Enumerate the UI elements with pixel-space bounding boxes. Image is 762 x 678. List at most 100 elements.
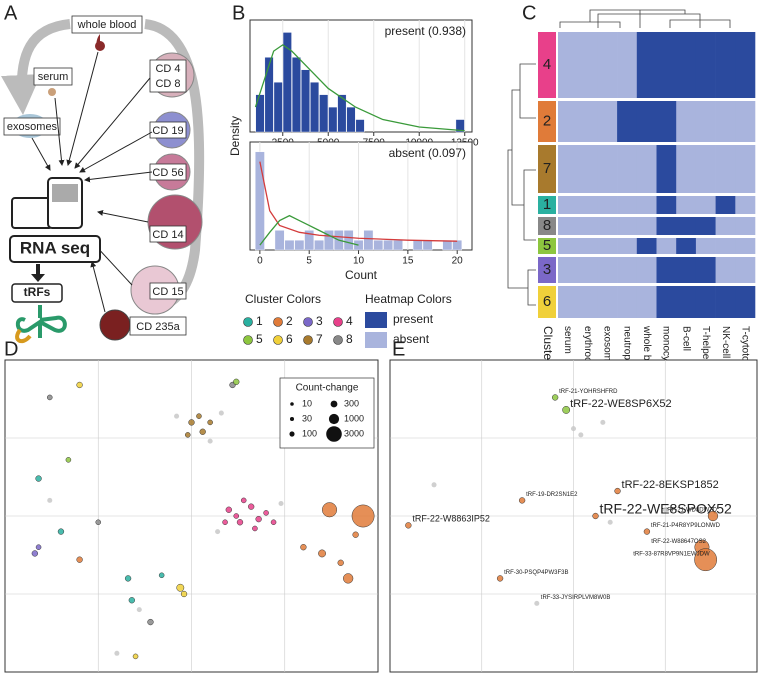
heatmap-cell xyxy=(577,217,598,235)
point-label: tRF-30-PSQP4PW3F3B xyxy=(504,570,568,576)
column-label: T-cytotoxic xyxy=(740,326,751,374)
node-label: CD 19 xyxy=(152,125,183,137)
point xyxy=(405,522,412,529)
point xyxy=(337,559,344,566)
heatmap-cell xyxy=(715,238,736,254)
heatmap-cell xyxy=(695,217,716,235)
node-label: CD 14 xyxy=(152,229,183,241)
heatmap-cell xyxy=(636,32,657,98)
column-label: NK-cell xyxy=(720,326,731,358)
bar xyxy=(412,239,423,251)
point-label: tRF-33-JYSIRPLVM8W0B xyxy=(541,595,611,601)
point xyxy=(592,512,599,520)
point xyxy=(128,597,135,604)
bar xyxy=(343,230,354,251)
point xyxy=(252,525,258,532)
point xyxy=(248,503,255,510)
heatmap-cell xyxy=(597,145,618,193)
point xyxy=(180,590,188,598)
bar xyxy=(393,239,403,251)
node-label: RNA seq xyxy=(20,238,90,257)
heatmap-cell xyxy=(636,286,657,318)
column-label: T-helper xyxy=(700,326,711,363)
heatmap-cell xyxy=(577,238,598,254)
cluster-strip xyxy=(538,257,556,283)
bar xyxy=(291,57,301,133)
row-label: 6 xyxy=(543,293,551,310)
node-label: exosomes xyxy=(7,121,58,133)
bar xyxy=(422,239,433,251)
bar xyxy=(383,239,393,251)
heatmap-cell xyxy=(735,257,756,283)
density-curve xyxy=(259,161,458,242)
bar xyxy=(373,239,384,251)
heatmap-cell xyxy=(735,196,756,214)
point xyxy=(352,531,359,538)
legend-swatch xyxy=(289,416,295,422)
heatmap-cell xyxy=(597,196,618,214)
point-label: tRF-19-DR2SN1E2 xyxy=(526,492,578,498)
legend-label: absent xyxy=(393,332,430,346)
legend-swatch xyxy=(328,413,340,425)
bar xyxy=(319,94,329,133)
heatmap-cell xyxy=(695,196,716,214)
point xyxy=(174,413,180,419)
panel-label: A xyxy=(4,2,18,24)
point xyxy=(114,650,120,656)
heatmap-cell xyxy=(577,286,598,318)
heatmap-cell xyxy=(695,286,716,318)
row-label: 1 xyxy=(543,196,551,213)
node-label: CD 8 xyxy=(155,78,180,90)
heatmap-cell xyxy=(597,286,618,318)
heatmap-cell xyxy=(597,238,618,254)
point xyxy=(95,519,102,526)
heatmap-cell xyxy=(558,286,578,318)
heatmap-cell xyxy=(577,257,598,283)
dendrogram xyxy=(507,9,731,306)
annotation: present (0.938) xyxy=(385,24,466,38)
heatmap-cell xyxy=(695,32,716,98)
point xyxy=(184,432,191,438)
column-label: erythrocyte xyxy=(582,326,593,376)
point xyxy=(643,528,651,535)
point xyxy=(300,544,307,551)
point xyxy=(607,519,613,525)
heatmap-cell xyxy=(676,257,697,283)
legend-swatch xyxy=(273,335,283,345)
point xyxy=(236,519,244,526)
legend-label: 10 xyxy=(302,398,312,408)
node-label: serum xyxy=(38,71,69,83)
point-label: tRF-21-P4R8YP9LONWD xyxy=(651,523,721,529)
point xyxy=(600,419,606,425)
point xyxy=(351,504,375,528)
bar xyxy=(273,82,283,133)
legend-label: 7 xyxy=(316,332,323,346)
heatmap-cell xyxy=(558,101,578,142)
heatmap-cell xyxy=(617,196,638,214)
cluster-strip xyxy=(538,196,556,214)
point xyxy=(578,432,584,438)
row-label: 7 xyxy=(543,160,551,177)
point xyxy=(233,378,240,386)
legend-label: present xyxy=(393,312,434,326)
point xyxy=(662,507,668,513)
point xyxy=(76,556,83,563)
heatmap-cell xyxy=(735,145,756,193)
node-label: CD 235a xyxy=(136,321,180,333)
row-label: 3 xyxy=(543,261,551,278)
heatmap-cell xyxy=(715,196,736,214)
point xyxy=(76,381,83,389)
bar xyxy=(337,94,347,133)
bar xyxy=(274,230,285,251)
column-label: monocyte xyxy=(661,326,672,370)
x-axis-label: Count xyxy=(345,268,378,282)
legend-swatch xyxy=(290,402,294,406)
point xyxy=(124,575,132,582)
panel-label: D xyxy=(4,338,18,360)
heatmap-cell xyxy=(695,145,716,193)
x-tick-label: 20 xyxy=(452,256,464,267)
heatmap-cell xyxy=(577,145,598,193)
point xyxy=(562,406,571,414)
row-label: 2 xyxy=(543,112,551,129)
